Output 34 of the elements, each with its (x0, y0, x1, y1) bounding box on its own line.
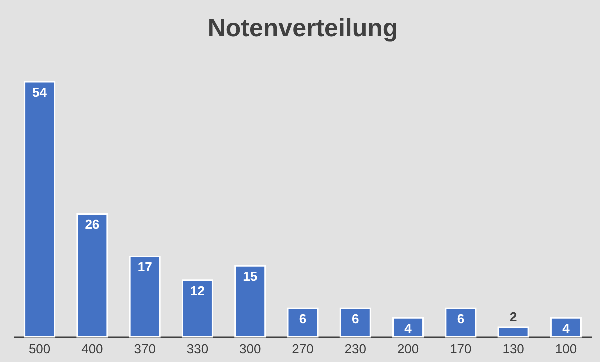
x-tick-label: 500 (28, 342, 51, 356)
bar (24, 81, 56, 338)
data-label: 2 (510, 310, 518, 325)
data-label: 6 (457, 312, 465, 327)
bar (498, 326, 530, 338)
x-tick-label: 300 (240, 342, 262, 356)
data-label: 17 (138, 260, 152, 275)
x-tick-label: 170 (450, 342, 472, 356)
data-label: 26 (85, 217, 100, 232)
data-label: 54 (32, 85, 48, 100)
chart-title: Notenverteilung (208, 14, 398, 42)
bar (76, 213, 108, 338)
x-tick-label: 230 (344, 342, 366, 356)
bar (340, 308, 372, 338)
data-label: 15 (243, 269, 258, 284)
x-tick-label: 200 (397, 342, 420, 356)
bar (550, 317, 582, 338)
data-label: 4 (562, 321, 571, 336)
data-label: 6 (352, 312, 360, 327)
bar (129, 256, 161, 338)
data-label: 4 (404, 321, 413, 336)
bar (234, 265, 266, 338)
x-tick-label: 100 (555, 342, 578, 356)
bar (392, 317, 424, 338)
x-tick-label: 400 (82, 342, 104, 356)
bar (182, 280, 214, 338)
bar (287, 308, 319, 338)
x-tick-label: 370 (134, 342, 156, 356)
data-label: 6 (299, 312, 307, 327)
x-tick-label: 330 (186, 342, 209, 356)
x-tick-label: 130 (502, 342, 524, 356)
bar (445, 308, 477, 338)
x-tick-label: 270 (292, 342, 314, 356)
data-label: 12 (190, 283, 205, 298)
